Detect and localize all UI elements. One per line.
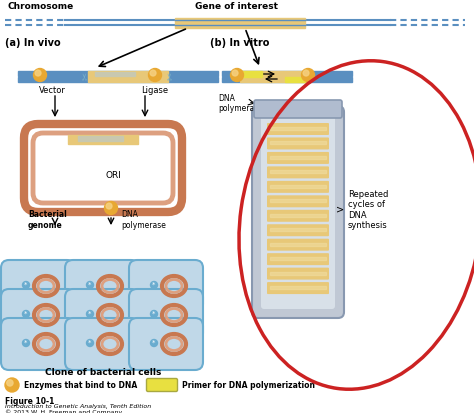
FancyBboxPatch shape: [267, 282, 329, 294]
Circle shape: [86, 282, 93, 289]
Circle shape: [34, 69, 46, 81]
FancyBboxPatch shape: [267, 195, 329, 207]
FancyBboxPatch shape: [252, 106, 344, 318]
Circle shape: [232, 70, 238, 76]
Text: *: *: [88, 282, 91, 288]
Text: *: *: [88, 340, 91, 346]
Bar: [270, 185, 326, 188]
Circle shape: [106, 203, 112, 209]
Bar: [78, 136, 123, 141]
Text: *: *: [24, 282, 27, 288]
Circle shape: [150, 70, 156, 76]
FancyBboxPatch shape: [129, 289, 203, 341]
Bar: [270, 171, 326, 173]
Text: Repeated
cycles of
DNA
synthesis: Repeated cycles of DNA synthesis: [348, 190, 388, 230]
Bar: [222, 71, 352, 76]
FancyBboxPatch shape: [267, 152, 329, 164]
FancyBboxPatch shape: [1, 318, 75, 370]
Text: (a) In vivo: (a) In vivo: [5, 38, 61, 48]
FancyBboxPatch shape: [129, 260, 203, 312]
Text: Vector: Vector: [38, 86, 65, 95]
Text: Chromosome: Chromosome: [8, 2, 74, 11]
Bar: [18, 77, 218, 82]
Circle shape: [86, 339, 93, 347]
Circle shape: [151, 339, 157, 347]
Text: Primer for DNA polymerization: Primer for DNA polymerization: [182, 380, 315, 389]
Text: ✂: ✂: [80, 72, 90, 80]
Bar: [270, 243, 326, 246]
Bar: [175, 18, 305, 28]
FancyBboxPatch shape: [267, 253, 329, 265]
Text: © 2013 W. H. Freeman and Company: © 2013 W. H. Freeman and Company: [5, 409, 122, 413]
Text: *: *: [88, 311, 91, 317]
Circle shape: [301, 69, 315, 81]
FancyBboxPatch shape: [254, 100, 342, 118]
FancyBboxPatch shape: [1, 289, 75, 341]
Bar: [68, 135, 138, 144]
Text: ✂: ✂: [165, 72, 175, 80]
Circle shape: [22, 311, 29, 318]
FancyBboxPatch shape: [267, 239, 329, 251]
Bar: [222, 77, 352, 82]
Text: DNA
polymerase: DNA polymerase: [121, 210, 166, 230]
Text: >: >: [336, 205, 344, 215]
FancyBboxPatch shape: [267, 224, 329, 236]
Text: *: *: [24, 340, 27, 346]
Bar: [285, 77, 305, 82]
Bar: [270, 228, 326, 231]
Circle shape: [104, 202, 118, 214]
Text: Introduction to Genetic Analysis, Tenth Edition: Introduction to Genetic Analysis, Tenth …: [5, 404, 151, 409]
FancyBboxPatch shape: [65, 289, 139, 341]
Text: *: *: [152, 340, 155, 346]
FancyBboxPatch shape: [129, 318, 203, 370]
Text: *: *: [152, 282, 155, 288]
Circle shape: [86, 311, 93, 318]
Text: Gene of interest: Gene of interest: [195, 2, 279, 11]
Bar: [270, 214, 326, 217]
Circle shape: [22, 339, 29, 347]
Text: Ligase: Ligase: [141, 86, 169, 95]
Bar: [270, 257, 326, 260]
FancyBboxPatch shape: [267, 166, 329, 178]
Circle shape: [151, 311, 157, 318]
Text: *: *: [152, 311, 155, 317]
Text: Bacterial
genome: Bacterial genome: [28, 210, 67, 230]
Text: Clone of bacterial cells: Clone of bacterial cells: [45, 368, 161, 377]
Circle shape: [230, 69, 244, 81]
Circle shape: [7, 380, 13, 386]
Bar: [270, 127, 326, 130]
Bar: [270, 142, 326, 145]
Text: Figure 10-1: Figure 10-1: [5, 397, 55, 406]
Bar: [270, 156, 326, 159]
Text: *: *: [24, 311, 27, 317]
Bar: [270, 272, 326, 275]
Bar: [240, 71, 310, 82]
Text: Enzymes that bind to DNA: Enzymes that bind to DNA: [24, 380, 137, 389]
FancyBboxPatch shape: [65, 318, 139, 370]
FancyBboxPatch shape: [1, 260, 75, 312]
FancyBboxPatch shape: [267, 123, 329, 135]
FancyBboxPatch shape: [267, 210, 329, 222]
FancyBboxPatch shape: [261, 115, 335, 309]
Bar: [88, 71, 168, 82]
Circle shape: [148, 69, 162, 81]
Circle shape: [303, 70, 309, 76]
Bar: [95, 72, 135, 76]
Bar: [18, 71, 218, 76]
FancyBboxPatch shape: [267, 181, 329, 193]
Text: DNA
polymerase: DNA polymerase: [218, 94, 263, 114]
Text: (b) In vitro: (b) In vitro: [210, 38, 269, 48]
FancyBboxPatch shape: [146, 378, 177, 392]
Bar: [270, 286, 326, 289]
Bar: [242, 71, 262, 77]
Circle shape: [35, 70, 41, 76]
Circle shape: [151, 282, 157, 289]
Bar: [270, 199, 326, 202]
FancyBboxPatch shape: [267, 268, 329, 280]
FancyBboxPatch shape: [65, 260, 139, 312]
Circle shape: [22, 282, 29, 289]
Circle shape: [5, 378, 19, 392]
Text: ORI: ORI: [105, 171, 121, 180]
FancyBboxPatch shape: [267, 138, 329, 150]
